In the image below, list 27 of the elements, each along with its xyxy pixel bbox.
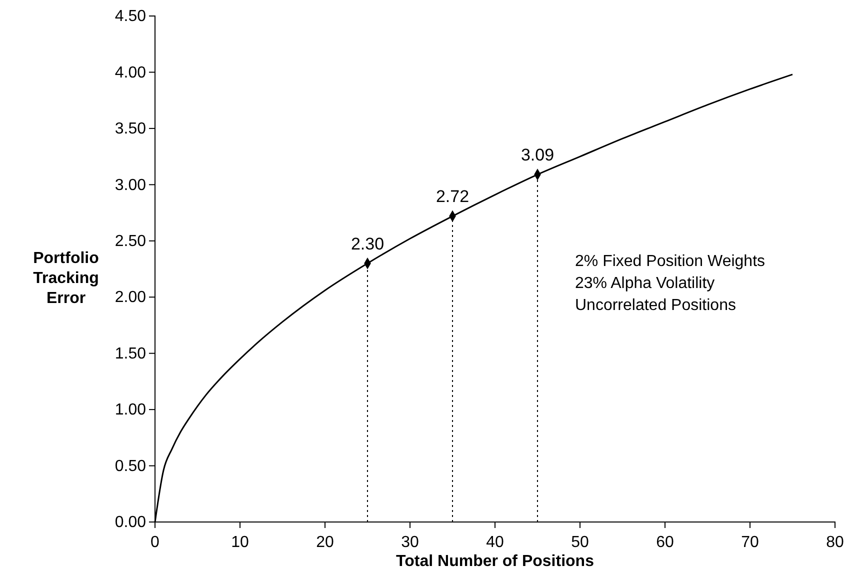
annotation: 2% Fixed Position Weights [575, 253, 766, 270]
y-tick-label: 1.50 [114, 345, 146, 362]
y-tick-label: 0.50 [114, 458, 146, 475]
x-axis-title: Total Number of Positions [396, 553, 594, 570]
x-tick-label: 50 [571, 534, 589, 551]
annotation: Uncorrelated Positions [575, 297, 736, 314]
x-tick-label: 60 [656, 534, 674, 551]
x-tick-label: 40 [486, 534, 504, 551]
x-tick-label: 30 [401, 534, 419, 551]
y-tick-label: 4.00 [114, 64, 146, 82]
x-tick-label: 20 [316, 534, 334, 551]
data-label: 2.30 [350, 234, 384, 254]
annotation: 23% Alpha Volatility [575, 275, 715, 292]
y-tick-label: 2.00 [114, 289, 146, 306]
y-tick-label: 4.50 [114, 8, 146, 26]
x-tick-label: 80 [826, 534, 844, 551]
y-tick-label: 3.00 [114, 176, 146, 194]
x-tick-label: 70 [741, 534, 759, 551]
y-axis-title: Portfolio Tracking Error [33, 250, 100, 307]
data-label: 3.09 [520, 146, 554, 165]
y-tick-label: 0.00 [114, 514, 146, 532]
x-tick-label: 0 [150, 534, 160, 551]
x-tick-label: 10 [231, 534, 249, 551]
y-tick-label: 1.00 [114, 402, 146, 419]
y-tick-label: 2.50 [114, 233, 146, 250]
y-tick-label: 3.50 [114, 120, 146, 138]
data-label: 2.72 [436, 187, 470, 206]
